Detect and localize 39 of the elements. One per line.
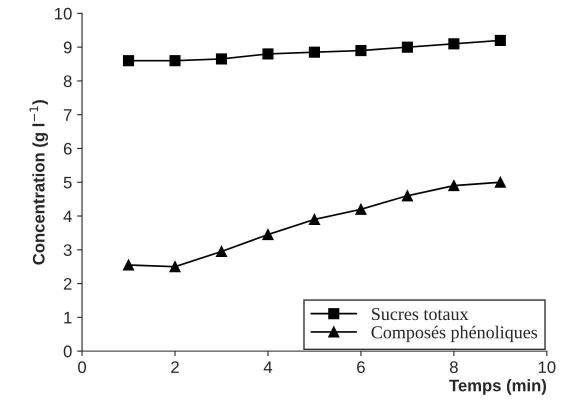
y-tick-label: 2 — [64, 278, 72, 290]
point — [402, 190, 413, 202]
x-tick-label: 8 — [450, 361, 458, 374]
point — [216, 53, 228, 65]
point — [494, 34, 506, 46]
point — [169, 261, 181, 272]
legend-label: Composés phénoliques — [372, 326, 538, 342]
y-tick-label: 1 — [64, 312, 72, 324]
point — [122, 55, 134, 66]
point — [308, 214, 320, 225]
point — [216, 246, 228, 258]
x-tick-label: 4 — [264, 361, 272, 373]
y-tick-label: 5 — [64, 176, 72, 188]
y-tick-label: 3 — [64, 244, 72, 256]
point — [448, 38, 460, 50]
y-tick-label: 7 — [64, 109, 72, 121]
y-tick-label: 9 — [64, 42, 72, 54]
point — [169, 55, 181, 66]
y-axis-title: Concentration (g l$^{−1}$) — [30, 100, 48, 265]
y-tick-label: 4 — [63, 210, 72, 222]
point — [355, 204, 366, 215]
point — [402, 42, 413, 53]
point — [122, 259, 134, 271]
point — [448, 180, 460, 192]
x-tick-label: 2 — [171, 361, 179, 373]
point — [355, 44, 366, 56]
point — [262, 48, 274, 60]
point — [308, 46, 320, 58]
x-tick-label: 10 — [538, 361, 556, 374]
y-tick-label: 10 — [55, 8, 72, 20]
legend-label: Sucres totaux — [372, 308, 468, 320]
x-tick-label: 0 — [78, 361, 86, 374]
y-tick-label: 0 — [64, 346, 72, 358]
y-tick-label: 6 — [64, 142, 72, 155]
x-axis-title: Temps (min) — [449, 379, 546, 395]
point — [262, 229, 274, 240]
x-tick-label: 6 — [357, 361, 365, 374]
point — [494, 176, 506, 188]
y-tick-label: 8 — [64, 75, 72, 88]
